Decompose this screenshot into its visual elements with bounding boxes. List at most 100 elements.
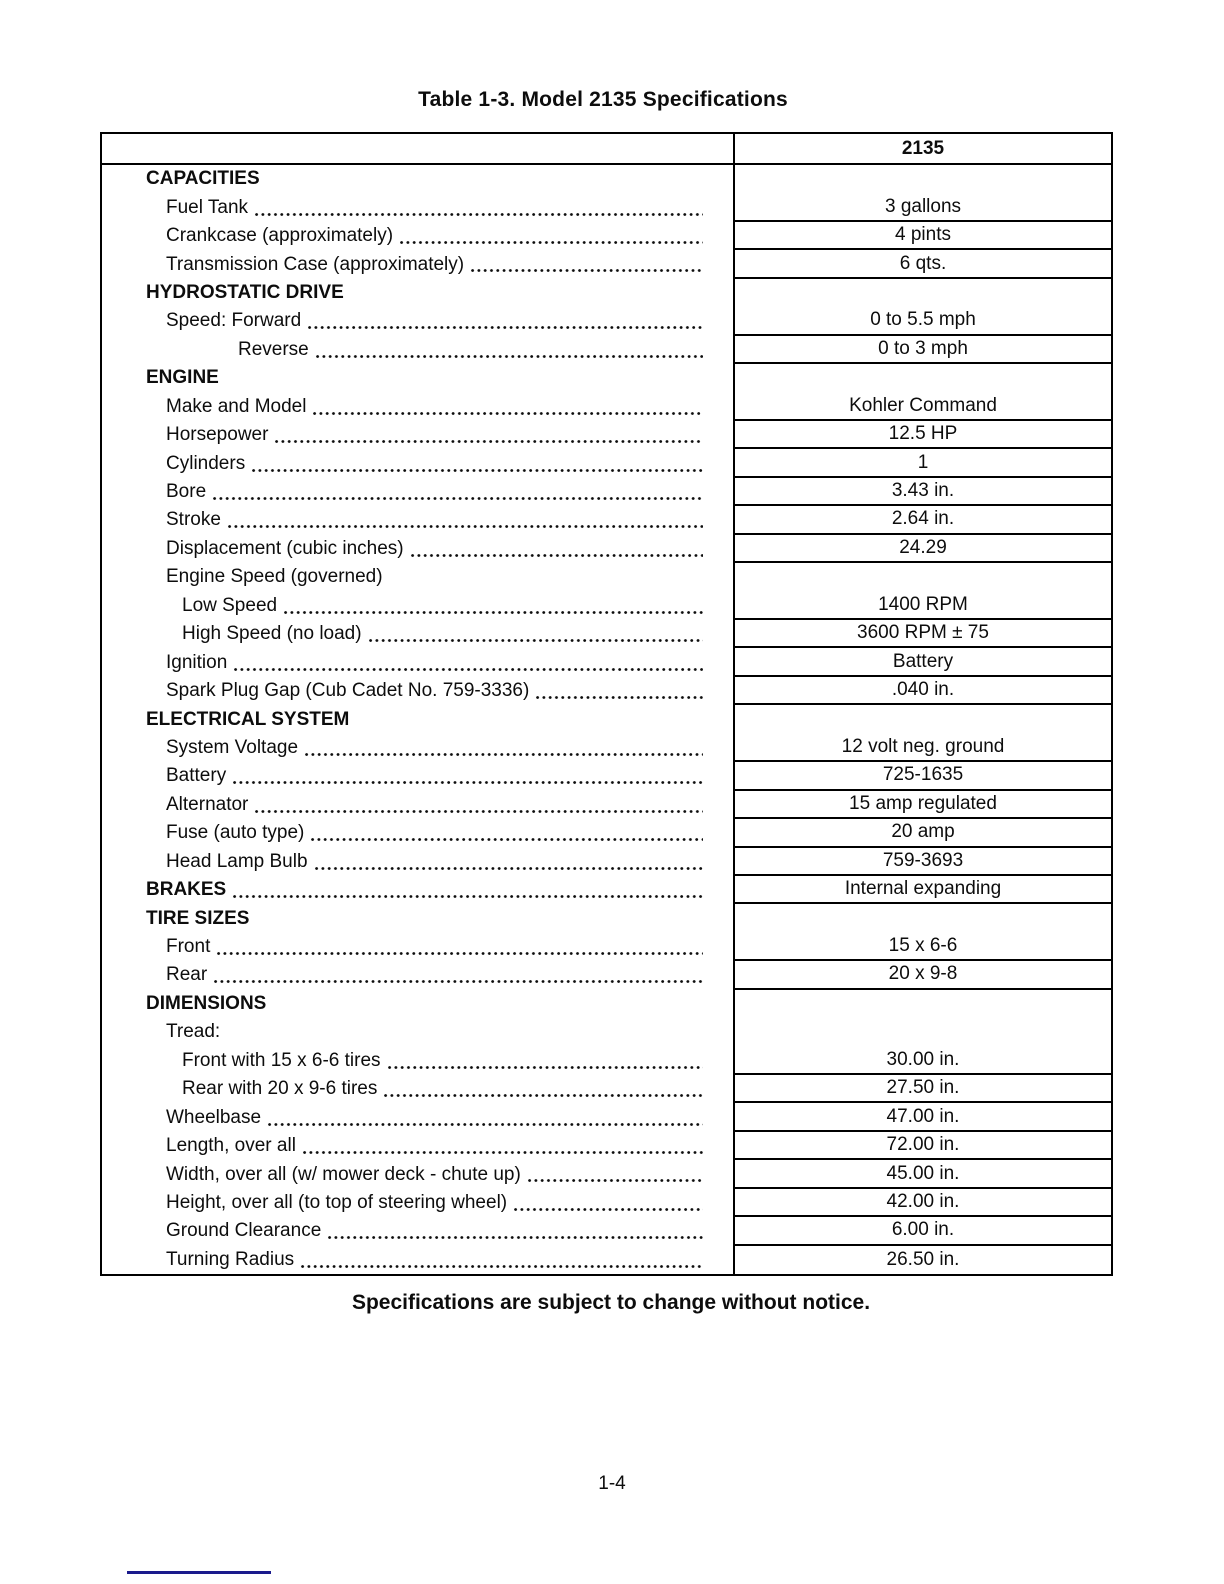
spec-label-cell: BRAKES xyxy=(102,876,733,904)
spec-label-cell: Height, over all (to top of steering whe… xyxy=(102,1189,733,1217)
spec-value-cell: 45.00 in. xyxy=(733,1160,1111,1189)
spec-value: 3600 RPM ± 75 xyxy=(857,622,989,644)
spec-row: Ground Clearance 6.00 in. xyxy=(102,1217,1111,1246)
spec-row: Height, over all (to top of steering whe… xyxy=(102,1188,1111,1218)
spec-label: CAPACITIES xyxy=(146,168,260,190)
spec-label-cell: Turning Radius xyxy=(102,1246,733,1274)
spec-value-cell: 725-1635 xyxy=(733,762,1111,791)
dot-leader xyxy=(384,1094,703,1098)
spec-value-cell: .040 in. xyxy=(733,676,1111,706)
spec-label-cell: Battery xyxy=(102,762,733,790)
spec-label: Reverse xyxy=(238,338,309,360)
spec-value: 4 pints xyxy=(895,224,951,246)
dot-leader xyxy=(514,1207,703,1212)
spec-row: Alternator 15 amp regulated xyxy=(102,790,1111,820)
dot-leader xyxy=(536,696,703,700)
dot-leader xyxy=(284,610,703,614)
spec-value-cell: 26.50 in. xyxy=(733,1245,1111,1275)
spec-value: 26.50 in. xyxy=(886,1248,960,1270)
spec-label-cell: Reverse xyxy=(102,336,733,364)
spec-row: Speed: Forward 0 to 5.5 mph xyxy=(102,307,1111,336)
dot-leader xyxy=(268,1122,703,1126)
spec-label: Displacement (cubic inches) xyxy=(166,537,404,559)
spec-row: Turning Radius 26.50 in. xyxy=(102,1245,1111,1275)
spec-value: Kohler Command xyxy=(849,394,997,416)
spec-label-cell: Engine Speed (governed) xyxy=(102,563,733,591)
spec-label: Height, over all (to top of steering whe… xyxy=(166,1191,508,1213)
spec-label: Front xyxy=(166,936,211,958)
spec-label: System Voltage xyxy=(166,736,299,758)
spec-label-cell: Spark Plug Gap (Cub Cadet No. 759-3336) xyxy=(102,677,733,705)
spec-row: Crankcase (approximately) 4 pints xyxy=(102,221,1111,251)
spec-label-cell: Width, over all (w/ mower deck - chute u… xyxy=(102,1160,733,1188)
spec-value: .040 in. xyxy=(891,679,955,701)
spec-value: Internal expanding xyxy=(844,878,1002,900)
spec-label: Transmission Case (approximately) xyxy=(166,253,465,275)
spec-row: Bore 3.43 in. xyxy=(102,477,1111,507)
spec-value-cell: 3.43 in. xyxy=(733,477,1111,507)
dot-leader xyxy=(255,212,703,216)
table-header-row: 2135 xyxy=(102,134,1111,165)
spec-label: Width, over all (w/ mower deck - chute u… xyxy=(166,1163,521,1185)
spec-value-cell: 12 volt neg. ground xyxy=(733,733,1111,763)
spec-value-cell: 4 pints xyxy=(733,221,1111,251)
spec-label-cell: Speed: Forward xyxy=(102,307,733,335)
spec-row: Cylinders 1 xyxy=(102,449,1111,478)
spec-row: Ignition Battery xyxy=(102,648,1111,677)
spec-value-cell: Internal expanding xyxy=(733,875,1111,905)
table-title: Table 1-3. Model 2135 Specifications xyxy=(418,88,788,111)
dot-leader xyxy=(471,269,703,273)
spec-value-cell: 27.50 in. xyxy=(733,1075,1111,1104)
spec-value-cell: 0 to 5.5 mph xyxy=(733,307,1111,336)
spec-label-cell: CAPACITIES xyxy=(102,165,733,193)
spec-label: Wheelbase xyxy=(166,1106,262,1128)
spec-value: 725-1635 xyxy=(882,764,964,786)
dot-leader xyxy=(308,326,703,330)
spec-value-cell: 30.00 in. xyxy=(733,1046,1111,1075)
spec-label: Front with 15 x 6-6 tires xyxy=(182,1049,381,1071)
spec-label: Rear xyxy=(166,964,208,986)
dot-leader xyxy=(233,895,703,899)
dot-leader xyxy=(227,525,703,529)
spec-label-cell: HYDROSTATIC DRIVE xyxy=(102,279,733,307)
spec-value: 6.00 in. xyxy=(891,1219,955,1241)
spec-row: Wheelbase 47.00 in. xyxy=(102,1103,1111,1132)
spec-label-cell: Rear with 20 x 9-6 tires xyxy=(102,1075,733,1103)
spec-value: 45.00 in. xyxy=(886,1162,960,1184)
spec-label: Battery xyxy=(166,765,227,787)
spec-value-cell xyxy=(733,989,1111,1019)
spec-row: Length, over all 72.00 in. xyxy=(102,1131,1111,1161)
spec-label: Length, over all xyxy=(166,1135,296,1157)
spec-value-cell xyxy=(733,904,1111,933)
spec-row: Horsepower 12.5 HP xyxy=(102,420,1111,450)
dot-leader xyxy=(387,1065,703,1069)
spec-row: Front with 15 x 6-6 tires 30.00 in. xyxy=(102,1046,1111,1075)
spec-row: Width, over all (w/ mower deck - chute u… xyxy=(102,1160,1111,1189)
spec-label-cell: Front xyxy=(102,933,733,961)
spec-value: Battery xyxy=(892,650,954,672)
spec-value: 0 to 5.5 mph xyxy=(870,309,976,331)
dot-leader xyxy=(233,781,703,785)
spec-row: Rear with 20 x 9-6 tires 27.50 in. xyxy=(102,1075,1111,1104)
spec-label-cell: Alternator xyxy=(102,791,733,819)
spec-label-cell: Low Speed xyxy=(102,592,733,620)
spec-label-cell: Fuel Tank xyxy=(102,193,733,221)
spec-label: Cylinders xyxy=(166,452,246,474)
spec-label-cell: High Speed (no load) xyxy=(102,620,733,648)
spec-label-cell: Fuse (auto type) xyxy=(102,819,733,847)
spec-label: Tread: xyxy=(166,1021,221,1043)
spec-value: 3 gallons xyxy=(884,195,962,217)
spec-value-cell: 2.64 in. xyxy=(733,506,1111,535)
spec-row: Battery 725-1635 xyxy=(102,762,1111,791)
spec-row: Reverse 0 to 3 mph xyxy=(102,335,1111,365)
spec-label: Engine Speed (governed) xyxy=(166,566,383,588)
spec-value-cell xyxy=(733,705,1111,734)
spec-label-cell: Ground Clearance xyxy=(102,1217,733,1245)
spec-row: TIRE SIZES xyxy=(102,904,1111,933)
spec-label-cell: Transmission Case (approximately) xyxy=(102,250,733,278)
dot-leader xyxy=(252,468,703,472)
header-empty-cell xyxy=(102,134,733,163)
spec-label: Stroke xyxy=(166,509,221,531)
spec-label: Spark Plug Gap (Cub Cadet No. 759-3336) xyxy=(166,680,530,702)
